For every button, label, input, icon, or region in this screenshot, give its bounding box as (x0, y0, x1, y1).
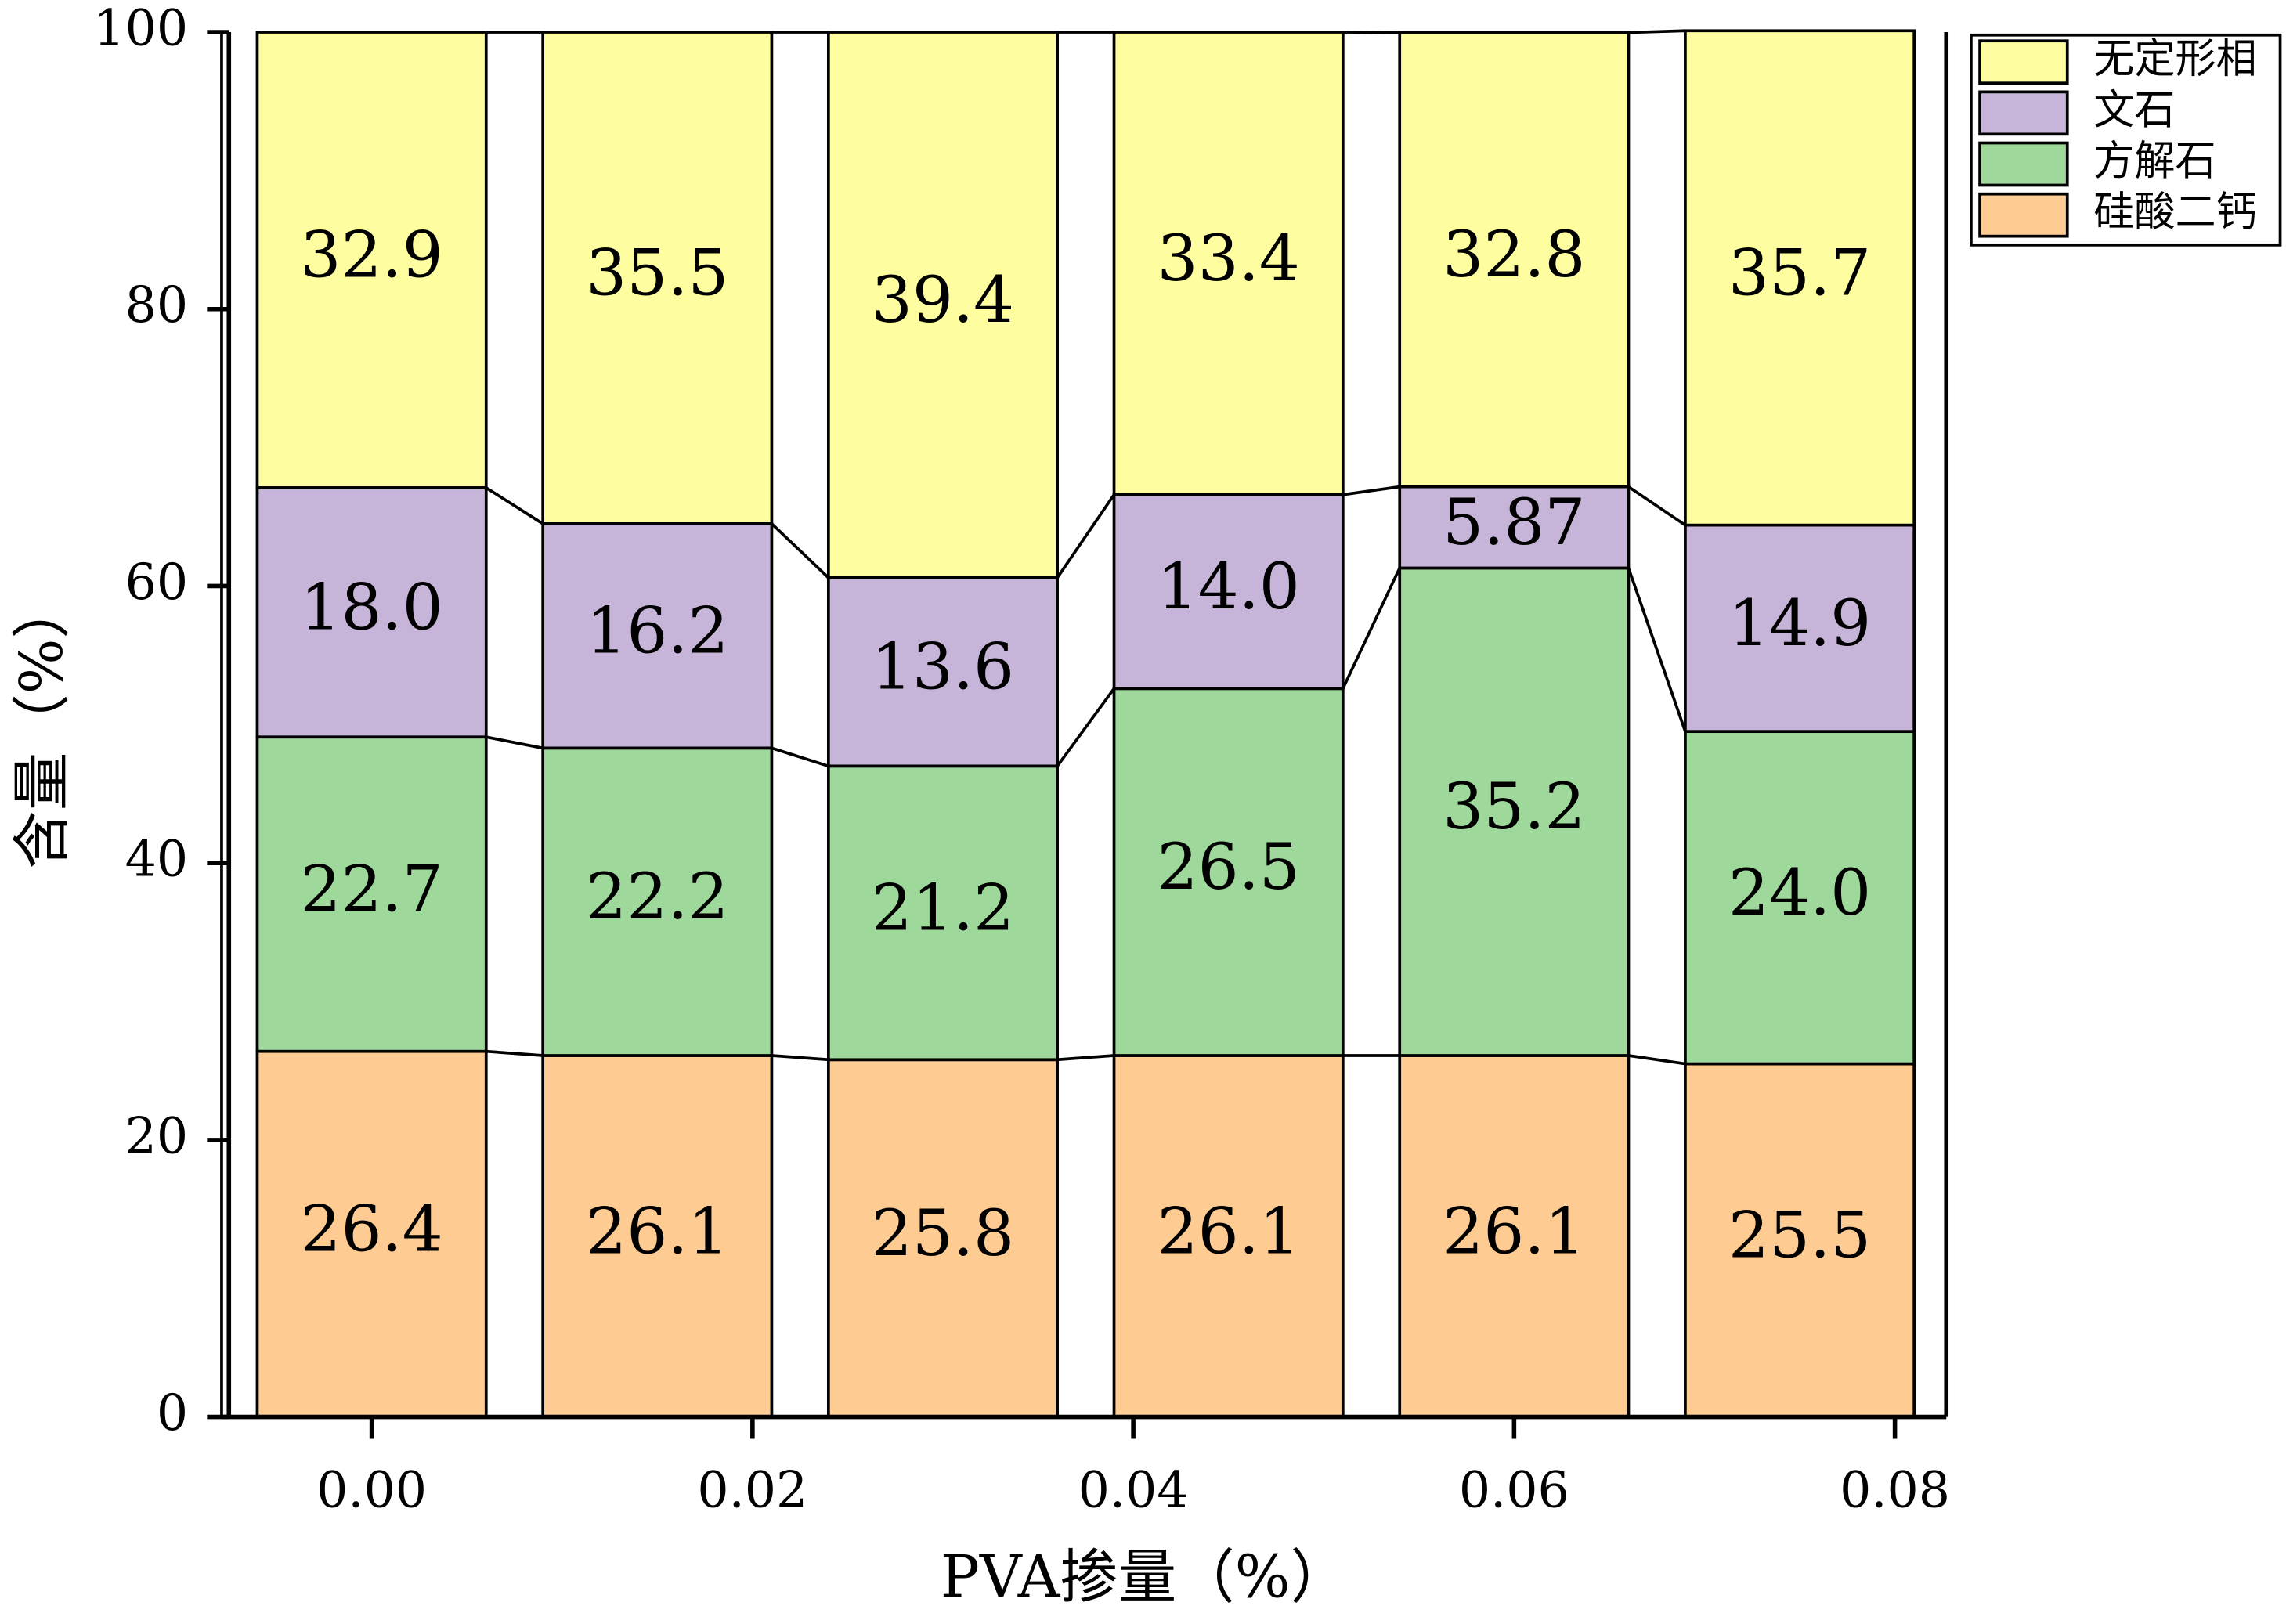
bar-segment (826, 31, 1059, 579)
connector (486, 735, 544, 750)
x-tick-label: 0.02 (697, 1461, 807, 1519)
value-label: 22.7 (300, 852, 442, 926)
bar-segment (1684, 29, 1916, 527)
legend-label: 无定形相 (2093, 36, 2256, 83)
connector (1056, 493, 1116, 579)
connector (1342, 31, 1400, 34)
legend-swatch (1978, 90, 2069, 136)
value-label: 26.1 (586, 1194, 728, 1269)
connector (1628, 1054, 1686, 1066)
x-axis-label: PVA掺量（%） (941, 1543, 1349, 1611)
value-label: 25.8 (872, 1196, 1014, 1271)
legend-swatch (1978, 39, 2069, 85)
value-label: 26.4 (300, 1193, 442, 1267)
x-tick-label: 0.06 (1459, 1461, 1569, 1519)
connector (1056, 1054, 1114, 1062)
value-label: 14.0 (1157, 550, 1299, 624)
connector (486, 1049, 544, 1057)
value-label: 35.5 (586, 236, 728, 310)
y-tick-label: 60 (125, 553, 189, 611)
bar-segment (1398, 566, 1631, 1057)
y-axis-label: 含量（%） (8, 580, 76, 869)
value-label: 32.9 (300, 218, 442, 292)
connector (1342, 485, 1400, 496)
bar-segment (255, 486, 488, 739)
bar-segment (1684, 1062, 1916, 1419)
value-label: 22.2 (586, 860, 728, 934)
legend-swatch (1978, 141, 2069, 187)
bar-segment (541, 746, 774, 1057)
value-label: 5.87 (1443, 485, 1585, 560)
legend-label: 文石 (2093, 87, 2175, 134)
connector (771, 1054, 829, 1062)
value-label: 25.5 (1728, 1199, 1871, 1273)
bar-segment (541, 522, 774, 750)
bar-segment (541, 31, 774, 525)
value-label: 24.0 (1728, 856, 1871, 930)
y-tick-label: 20 (125, 1106, 189, 1164)
x-tick-label: 0.08 (1840, 1461, 1950, 1519)
bar-segment (1684, 523, 1916, 734)
y-tick-label: 80 (125, 276, 189, 334)
x-tick-label: 0.00 (316, 1461, 427, 1519)
value-label: 13.6 (872, 630, 1014, 705)
bar-segment (1684, 730, 1916, 1066)
value-label: 26.5 (1157, 830, 1299, 904)
legend-label: 硅酸二钙 (2093, 189, 2256, 236)
connector (1627, 567, 1687, 732)
value-label: 26.1 (1443, 1194, 1585, 1269)
bar-segment (1398, 31, 1631, 489)
connector (771, 746, 829, 768)
bar-segment (255, 31, 488, 489)
connector (1342, 567, 1401, 690)
value-label: 33.4 (1157, 222, 1299, 296)
y-tick-label: 0 (157, 1384, 188, 1442)
legend-swatch (1978, 192, 2069, 238)
connector (1056, 687, 1116, 767)
value-label: 14.9 (1728, 586, 1871, 661)
y-tick-label: 100 (93, 0, 188, 57)
bar-segment (1398, 1054, 1631, 1419)
value-label: 16.2 (586, 594, 728, 669)
value-label: 35.7 (1728, 236, 1871, 310)
value-label: 35.2 (1443, 770, 1585, 844)
bar-segment (255, 735, 488, 1053)
connector (1627, 485, 1686, 527)
connector (771, 522, 830, 579)
bar-segment (1112, 1054, 1345, 1419)
bar-segment (255, 1049, 488, 1419)
value-label: 18.0 (300, 571, 442, 645)
value-label: 39.4 (872, 263, 1014, 337)
legend-label: 方解石 (2093, 138, 2216, 185)
value-label: 21.2 (872, 871, 1014, 945)
bar-segment (1398, 485, 1631, 570)
value-label: 26.1 (1157, 1194, 1299, 1269)
x-tick-label: 0.04 (1078, 1461, 1189, 1519)
bar-segment (826, 764, 1059, 1062)
bar-segment (826, 576, 1059, 768)
bar-segment (1112, 493, 1345, 691)
connector (485, 486, 544, 525)
bar-segment (541, 1054, 774, 1419)
bar-segment (1112, 31, 1345, 496)
value-label: 32.8 (1443, 218, 1585, 292)
bar-segment (1112, 687, 1345, 1057)
connector (1628, 29, 1685, 34)
y-tick-label: 40 (125, 830, 189, 888)
